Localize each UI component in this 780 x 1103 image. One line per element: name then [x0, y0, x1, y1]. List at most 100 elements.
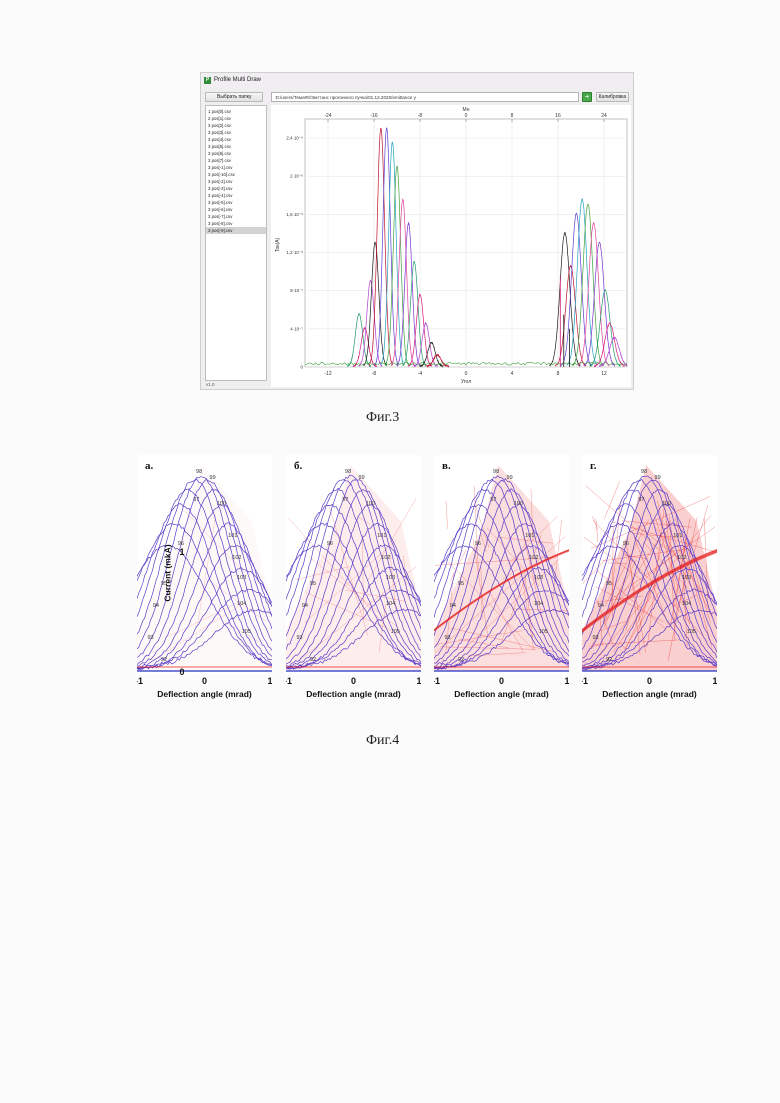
version-label: v1.0	[206, 382, 215, 387]
x-tick-label: -4	[418, 371, 423, 377]
y-tick-label: 1,6·10⁻⁶	[286, 212, 303, 217]
top-tick-label: 0	[465, 113, 468, 119]
file-list-item[interactable]: 3 pos[-1].csv	[206, 164, 266, 171]
y-tick-label: 2,4·10⁻⁶	[286, 136, 303, 141]
curve-number-label: 99	[359, 475, 365, 481]
calibrate-button[interactable]: Калибровка	[596, 92, 629, 102]
figure-4-caption: Фиг.4	[366, 733, 399, 749]
curve-number-label: 98	[641, 469, 647, 475]
top-tick-label: 24	[601, 113, 607, 119]
curve-number-label: 103	[534, 575, 543, 581]
x-tick-label: 12	[601, 371, 607, 377]
curve-number-label: 105	[687, 629, 696, 635]
top-tick-label: -16	[370, 113, 377, 119]
curve-number-label: 92	[458, 657, 464, 663]
x-tick-label: 1	[564, 676, 569, 686]
file-list-item[interactable]: 3 pos[-10].csv	[206, 171, 266, 178]
y-axis-label: Ток(A)	[275, 238, 281, 253]
curve-number-label: 97	[490, 497, 496, 503]
curve-number-label: 96	[475, 541, 481, 547]
arrow-right-icon: ➜	[585, 94, 589, 100]
curve-number-label: 99	[655, 475, 661, 481]
curve-number-label: 104	[534, 601, 543, 607]
x-tick-label: 1	[267, 676, 272, 686]
toolbar: Выбрать папку ➜ Калибровка	[205, 91, 629, 103]
y-tick-label: 1,2·10⁻⁶	[286, 250, 303, 255]
curve-number-label: 93	[592, 635, 598, 641]
x-tick-label: 0	[351, 676, 356, 686]
y-tick-label: 2·10⁻⁶	[290, 174, 303, 179]
emittance-panel: 9899971009610110295103941049310592в.-101…	[434, 455, 569, 703]
x-tick-label: 0	[647, 676, 652, 686]
emittance-panel: 9899971009610110295103941049310592г.-101…	[582, 455, 717, 703]
x-tick-label: -1	[286, 676, 292, 686]
file-list-item[interactable]: 3 pos[4].csv	[206, 136, 266, 143]
curve-number-label: 101	[673, 533, 682, 539]
curve-number-label: 95	[606, 581, 612, 587]
curve-number-label: 102	[529, 555, 538, 561]
curve-number-label: 97	[342, 497, 348, 503]
file-list-item[interactable]: 3 pos[-2].csv	[206, 178, 266, 185]
top-axis-label: Мн	[463, 107, 470, 113]
curve-number-label: 101	[525, 533, 534, 539]
title-bar: P Profile Multi Draw	[201, 73, 633, 87]
x-tick-label: -1	[434, 676, 440, 686]
app-window: P Profile Multi Draw Выбрать папку ➜ Кал…	[200, 72, 634, 390]
y-tick-label: 0	[301, 365, 304, 370]
path-input[interactable]	[271, 92, 579, 102]
x-tick-label: -1	[582, 676, 588, 686]
profile-plot[interactable]: -12-8-404812-24-16-8081624МнУголТок(A)04…	[271, 105, 631, 387]
file-list-item[interactable]: 2 pos[1].csv	[206, 115, 266, 122]
file-list-item[interactable]: 3 pos[2].csv	[206, 122, 266, 129]
window-title: Profile Multi Draw	[214, 77, 261, 83]
y-tick-label: 1	[179, 547, 184, 557]
file-list-item[interactable]: 3 pos[-8].csv	[206, 220, 266, 227]
curve-number-label: 98	[493, 469, 499, 475]
curve-number-label: 100	[514, 501, 523, 507]
x-axis-label: Deflection angle (mrad)	[306, 689, 401, 699]
curve-number-label: 105	[391, 629, 400, 635]
curve-number-label: 92	[310, 657, 316, 663]
curve-number-label: 105	[242, 629, 251, 635]
x-tick-label: 8	[557, 371, 560, 377]
top-tick-label: 16	[555, 113, 561, 119]
x-tick-label: 1	[712, 676, 717, 686]
file-list-item[interactable]: 3 pos[-3].csv	[206, 185, 266, 192]
y-tick-label: 0	[179, 667, 184, 677]
curve-number-label: 104	[386, 601, 395, 607]
file-list-item[interactable]: 3 pos[-9].csv	[206, 227, 266, 234]
curve-number-label: 98	[345, 469, 351, 475]
curve-number-label: 100	[366, 501, 375, 507]
x-axis-label: Deflection angle (mrad)	[602, 689, 697, 699]
file-list-item[interactable]: 3 pos[3].csv	[206, 129, 266, 136]
curve-number-label: 99	[507, 475, 513, 481]
curve-number-label: 95	[458, 581, 464, 587]
file-list-item[interactable]: 3 pos[-5].csv	[206, 199, 266, 206]
x-tick-label: -8	[372, 371, 377, 377]
file-list-item[interactable]: 3 pos[-4].csv	[206, 192, 266, 199]
curve-number-label: 94	[450, 603, 456, 609]
file-list-item[interactable]: 3 pos[-7].csv	[206, 213, 266, 220]
file-list-item[interactable]: 3 pos[6].csv	[206, 150, 266, 157]
file-list-item[interactable]: 3 pos[7].csv	[206, 157, 266, 164]
curve-number-label: 104	[682, 601, 691, 607]
x-tick-label: 0	[499, 676, 504, 686]
x-tick-label: 1	[416, 676, 421, 686]
curve-number-label: 100	[662, 501, 671, 507]
choose-folder-button[interactable]: Выбрать папку	[205, 92, 263, 102]
top-tick-label: 8	[511, 113, 514, 119]
curve-number-label: 96	[327, 541, 333, 547]
curve-number-label: 103	[682, 575, 691, 581]
file-list-item[interactable]: 3 pos[5].csv	[206, 143, 266, 150]
y-axis-label: Current (mkA)	[163, 544, 173, 601]
file-list-item[interactable]: 3 pos[-6].csv	[206, 206, 266, 213]
app-logo-icon: P	[204, 77, 211, 84]
y-tick-label: 8·10⁻⁷	[290, 288, 303, 293]
file-list: 1 pos[0].csv2 pos[1].csv3 pos[2].csv3 po…	[205, 105, 267, 381]
open-folder-button[interactable]: ➜	[582, 92, 592, 102]
file-list-item[interactable]: 1 pos[0].csv	[206, 108, 266, 115]
y-axis: Current (mkA) 0 1	[105, 455, 240, 703]
curve-number-label: 95	[310, 581, 316, 587]
figure-3-caption: Фиг.3	[366, 410, 399, 426]
emittance-panel: 9899971009610110295103941049310592б.-101…	[286, 455, 421, 703]
